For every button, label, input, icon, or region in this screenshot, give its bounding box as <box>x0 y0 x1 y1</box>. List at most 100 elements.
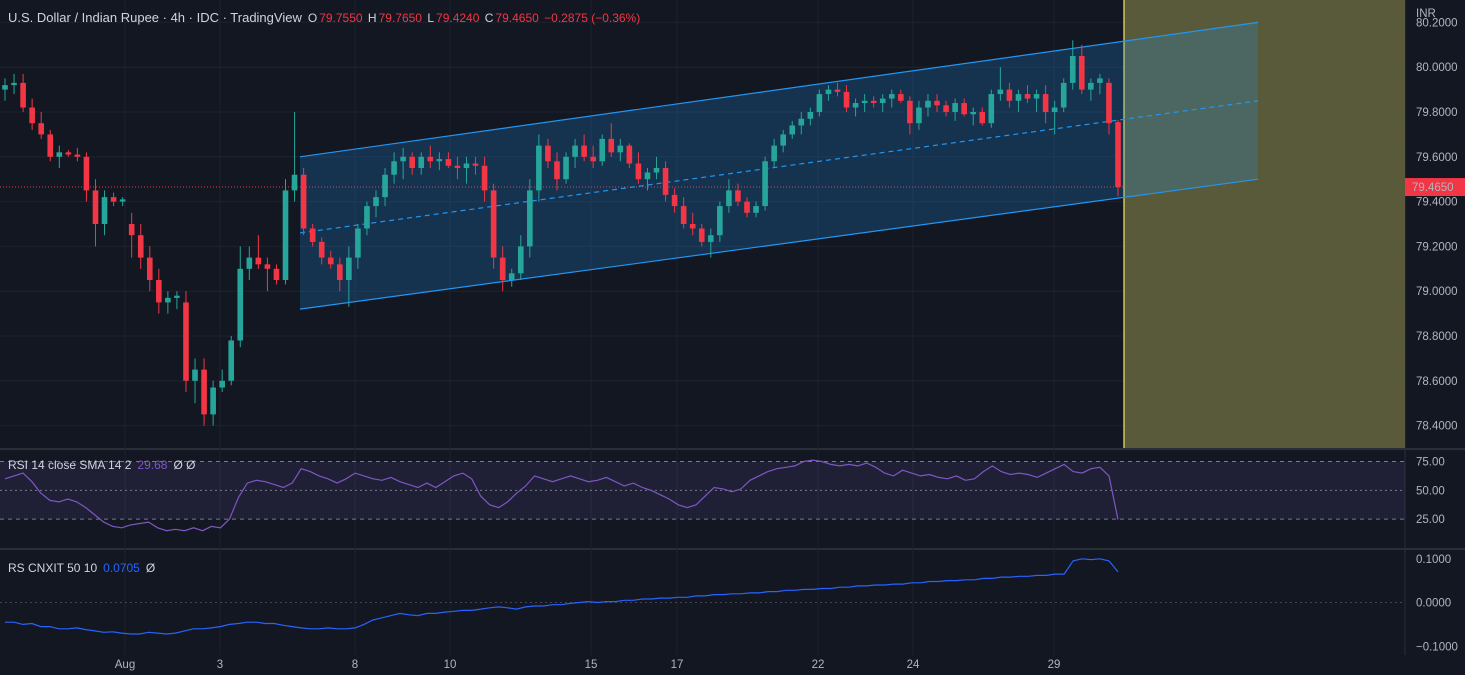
candle-body <box>481 165 488 191</box>
candlestick-series <box>2 40 1121 426</box>
rs-tick-label: 0.0000 <box>1416 598 1451 610</box>
price-tick-label: 78.8000 <box>1416 331 1458 343</box>
candle-body <box>707 235 714 242</box>
candle-body <box>870 100 877 104</box>
rsi-legend: RSI 14 close SMA 14 2 29.68 Ø Ø <box>8 458 195 472</box>
rs-legend: RS CNXIT 50 10 0.0705 Ø <box>8 561 155 575</box>
candle-body <box>499 257 506 280</box>
time-tick-label: 22 <box>812 659 825 671</box>
candle-body <box>888 94 895 99</box>
candle-body <box>508 273 515 280</box>
candle-body <box>626 145 633 164</box>
time-tick-label: 8 <box>352 659 358 671</box>
price-tick-label: 80.2000 <box>1416 17 1458 29</box>
rs-tick-label: 0.1000 <box>1416 554 1451 566</box>
candle-body <box>536 145 542 191</box>
ohlc-low-value: 79.4240 <box>436 10 480 25</box>
candle-body <box>119 199 126 202</box>
candle-body <box>237 268 244 341</box>
time-tick-label: 10 <box>444 659 457 671</box>
candle-body <box>228 340 235 381</box>
candle-body <box>56 152 63 157</box>
candle-body <box>698 228 705 242</box>
price-tick-label: 78.6000 <box>1416 376 1458 388</box>
rs-line <box>5 558 1119 635</box>
candle-body <box>355 228 361 258</box>
ohlc-low-key: L <box>427 10 435 25</box>
candle-body <box>219 380 225 388</box>
candle-body <box>373 197 379 207</box>
time-tick-label: 24 <box>907 659 920 671</box>
axis-labels: 80.200080.000079.800079.600079.400079.20… <box>115 8 1465 671</box>
rsi-value: 29.68 <box>137 458 168 472</box>
candle-body <box>898 94 904 101</box>
candle-body <box>581 145 587 157</box>
candle-body <box>517 246 524 274</box>
candle-body <box>1015 94 1022 101</box>
projection-area <box>1124 0 1405 448</box>
candle-body <box>717 206 723 236</box>
candle-body <box>291 174 298 191</box>
candle-body <box>364 206 370 229</box>
candle-body <box>47 134 54 157</box>
time-tick-label: 15 <box>585 659 598 671</box>
candle-body <box>346 257 352 280</box>
candle-body <box>861 100 868 104</box>
candle-body <box>92 190 99 224</box>
channel-upper-line <box>299 21 1259 158</box>
rsi-line <box>4 459 1119 532</box>
candle-body <box>527 190 533 247</box>
candle-body <box>1106 82 1112 124</box>
candle-body <box>318 241 325 258</box>
candle-body <box>246 257 253 269</box>
candle-body <box>1069 56 1076 83</box>
rsi-label[interactable]: RSI 14 close SMA 14 2 <box>8 458 132 472</box>
candle-body <box>273 268 280 280</box>
candle-body <box>418 156 425 168</box>
candle-body <box>879 98 886 104</box>
candle-body <box>979 112 986 124</box>
candle-body <box>1051 107 1058 112</box>
ohlc-close-value: 79.4650 <box>495 10 539 25</box>
price-tick-label: 79.6000 <box>1416 152 1458 164</box>
candle-body <box>1060 82 1067 108</box>
candle-body <box>427 156 434 162</box>
candle-body <box>192 369 198 381</box>
candle-body <box>74 154 81 157</box>
candle-body <box>689 224 696 229</box>
candle-body <box>572 145 578 157</box>
candle-body <box>599 138 606 162</box>
candle-body <box>943 105 949 112</box>
candle-body <box>789 125 796 135</box>
candle-body <box>400 156 406 162</box>
candle-body <box>545 145 551 162</box>
candle-body <box>1006 89 1013 101</box>
rs-extra: Ø <box>145 561 156 575</box>
candle-body <box>997 89 1004 95</box>
time-tick-label: 29 <box>1048 659 1061 671</box>
symbol-title[interactable]: U.S. Dollar / Indian Rupee · 4h · IDC · … <box>8 10 302 25</box>
ohlc-values: O 79.7550 H 79.7650 L 79.4240 C 79.4650 −0.2… <box>308 11 642 25</box>
candle-body <box>662 168 669 195</box>
candle-body <box>83 156 90 191</box>
rs-label[interactable]: RS CNXIT 50 10 <box>8 561 98 575</box>
time-tick-label: Aug <box>115 659 135 671</box>
time-tick-label: 17 <box>671 659 684 671</box>
candle-body <box>11 82 17 86</box>
projection-zone <box>1123 0 1405 448</box>
ohlc-change: −0.2875 (−0.36%) <box>544 10 641 25</box>
price-tick-label: 79.2000 <box>1416 241 1458 253</box>
channel-median-line <box>299 100 1259 234</box>
candle-body <box>472 163 479 166</box>
candle-body <box>988 94 995 124</box>
candle-body <box>798 118 805 126</box>
candle-body <box>925 100 931 108</box>
candle-body <box>961 103 967 115</box>
candle-body <box>409 156 416 168</box>
rsi-tick-label: 75.00 <box>1416 457 1445 469</box>
rsi-pane <box>0 459 1405 532</box>
candle-body <box>38 123 45 135</box>
candle-body <box>110 197 117 202</box>
candle-body <box>907 100 913 124</box>
